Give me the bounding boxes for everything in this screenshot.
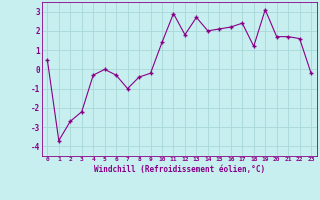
X-axis label: Windchill (Refroidissement éolien,°C): Windchill (Refroidissement éolien,°C) bbox=[94, 165, 265, 174]
